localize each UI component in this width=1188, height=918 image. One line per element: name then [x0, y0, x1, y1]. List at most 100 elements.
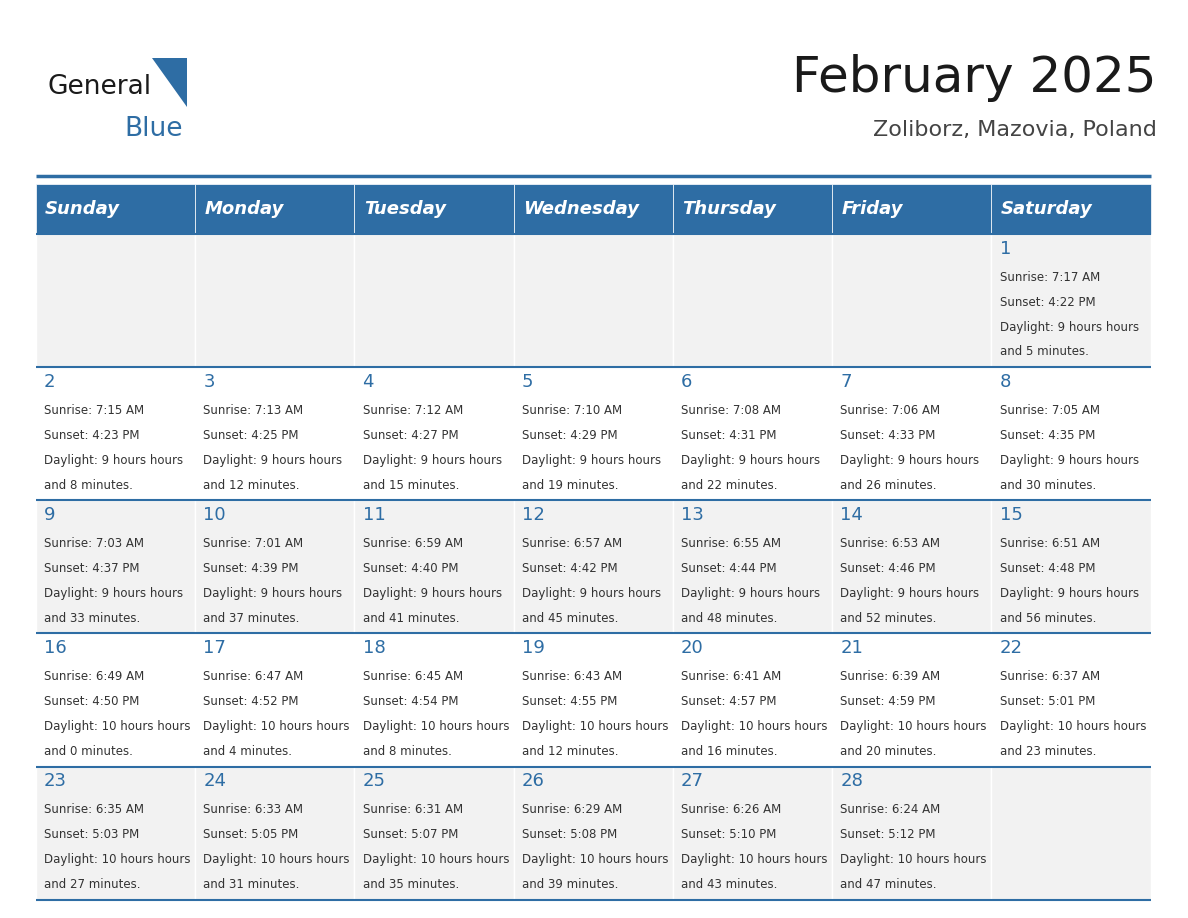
Text: Sunrise: 6:24 AM: Sunrise: 6:24 AM [840, 803, 941, 816]
Text: 28: 28 [840, 772, 864, 790]
Text: and 16 minutes.: and 16 minutes. [681, 744, 778, 758]
Text: 18: 18 [362, 639, 385, 657]
Text: Sunset: 4:42 PM: Sunset: 4:42 PM [522, 562, 618, 575]
Text: and 8 minutes.: and 8 minutes. [362, 744, 451, 758]
Text: Sunset: 5:01 PM: Sunset: 5:01 PM [1000, 695, 1095, 708]
Text: Daylight: 9 hours hours: Daylight: 9 hours hours [1000, 320, 1139, 333]
Bar [672, 633, 832, 767]
Text: Daylight: 9 hours hours: Daylight: 9 hours hours [1000, 453, 1139, 466]
Polygon shape [152, 58, 188, 107]
Text: Daylight: 9 hours hours: Daylight: 9 hours hours [203, 587, 342, 599]
Bar [992, 500, 1151, 633]
Text: General: General [48, 74, 152, 100]
Text: Sunset: 4:48 PM: Sunset: 4:48 PM [1000, 562, 1095, 575]
Text: and 31 minutes.: and 31 minutes. [203, 878, 299, 891]
Text: Daylight: 9 hours hours: Daylight: 9 hours hours [44, 453, 183, 466]
Text: Daylight: 9 hours hours: Daylight: 9 hours hours [362, 453, 501, 466]
Bar [354, 184, 513, 234]
Text: Sunset: 4:27 PM: Sunset: 4:27 PM [362, 429, 459, 442]
Text: Friday: Friday [841, 200, 903, 218]
Text: 17: 17 [203, 639, 226, 657]
Text: 3: 3 [203, 373, 215, 391]
Text: 1: 1 [1000, 240, 1011, 258]
Text: Daylight: 10 hours hours: Daylight: 10 hours hours [681, 720, 828, 733]
Text: 19: 19 [522, 639, 544, 657]
Bar [195, 367, 354, 500]
Text: Zoliborz, Mazovia, Poland: Zoliborz, Mazovia, Poland [873, 120, 1157, 140]
Bar [832, 767, 992, 900]
Text: Sunrise: 7:08 AM: Sunrise: 7:08 AM [681, 404, 782, 417]
Text: Sunrise: 7:06 AM: Sunrise: 7:06 AM [840, 404, 941, 417]
Bar [992, 367, 1151, 500]
Text: Sunset: 4:50 PM: Sunset: 4:50 PM [44, 695, 139, 708]
Text: and 56 minutes.: and 56 minutes. [1000, 611, 1097, 625]
Text: and 23 minutes.: and 23 minutes. [1000, 744, 1097, 758]
Bar [513, 500, 672, 633]
Text: Daylight: 9 hours hours: Daylight: 9 hours hours [44, 587, 183, 599]
Text: Sunset: 5:12 PM: Sunset: 5:12 PM [840, 828, 936, 841]
Text: 13: 13 [681, 506, 704, 524]
Text: Sunset: 4:59 PM: Sunset: 4:59 PM [840, 695, 936, 708]
Text: Daylight: 10 hours hours: Daylight: 10 hours hours [203, 720, 349, 733]
Bar [36, 234, 195, 367]
Text: and 4 minutes.: and 4 minutes. [203, 744, 292, 758]
Text: 15: 15 [1000, 506, 1023, 524]
Text: and 19 minutes.: and 19 minutes. [522, 478, 618, 492]
Text: February 2025: February 2025 [792, 54, 1157, 102]
Text: Sunrise: 7:01 AM: Sunrise: 7:01 AM [203, 537, 303, 550]
Bar [513, 633, 672, 767]
Text: and 35 minutes.: and 35 minutes. [362, 878, 459, 891]
Bar [354, 767, 513, 900]
Bar [513, 367, 672, 500]
Bar [672, 367, 832, 500]
Bar [672, 184, 832, 234]
Text: Sunset: 4:22 PM: Sunset: 4:22 PM [1000, 296, 1095, 308]
Text: Sunset: 4:35 PM: Sunset: 4:35 PM [1000, 429, 1095, 442]
Text: 23: 23 [44, 772, 67, 790]
Text: Daylight: 9 hours hours: Daylight: 9 hours hours [681, 587, 820, 599]
Text: Daylight: 10 hours hours: Daylight: 10 hours hours [840, 853, 987, 866]
Text: Sunset: 4:40 PM: Sunset: 4:40 PM [362, 562, 459, 575]
Text: Sunset: 4:57 PM: Sunset: 4:57 PM [681, 695, 777, 708]
Bar [832, 367, 992, 500]
Bar [513, 184, 672, 234]
Bar [832, 500, 992, 633]
Text: 22: 22 [1000, 639, 1023, 657]
Text: Daylight: 10 hours hours: Daylight: 10 hours hours [1000, 720, 1146, 733]
Text: Daylight: 10 hours hours: Daylight: 10 hours hours [362, 853, 508, 866]
Text: Sunset: 4:25 PM: Sunset: 4:25 PM [203, 429, 298, 442]
Text: Blue: Blue [125, 116, 183, 141]
Text: Sunrise: 6:45 AM: Sunrise: 6:45 AM [362, 670, 462, 683]
Text: Sunset: 5:05 PM: Sunset: 5:05 PM [203, 828, 298, 841]
Text: Sunset: 5:10 PM: Sunset: 5:10 PM [681, 828, 777, 841]
Text: 9: 9 [44, 506, 56, 524]
Text: Sunset: 4:46 PM: Sunset: 4:46 PM [840, 562, 936, 575]
Text: Sunset: 5:07 PM: Sunset: 5:07 PM [362, 828, 457, 841]
Bar [195, 633, 354, 767]
Text: Sunset: 4:39 PM: Sunset: 4:39 PM [203, 562, 298, 575]
Text: Sunrise: 6:53 AM: Sunrise: 6:53 AM [840, 537, 941, 550]
Text: Daylight: 9 hours hours: Daylight: 9 hours hours [840, 453, 980, 466]
Text: Sunset: 4:33 PM: Sunset: 4:33 PM [840, 429, 936, 442]
Text: Sunset: 4:31 PM: Sunset: 4:31 PM [681, 429, 777, 442]
Text: and 12 minutes.: and 12 minutes. [522, 744, 618, 758]
Text: 21: 21 [840, 639, 864, 657]
Text: and 48 minutes.: and 48 minutes. [681, 611, 777, 625]
Text: Sunrise: 7:15 AM: Sunrise: 7:15 AM [44, 404, 144, 417]
Text: Monday: Monday [204, 200, 284, 218]
Bar [832, 234, 992, 367]
Text: Daylight: 10 hours hours: Daylight: 10 hours hours [840, 720, 987, 733]
Text: and 43 minutes.: and 43 minutes. [681, 878, 777, 891]
Text: 26: 26 [522, 772, 544, 790]
Text: and 45 minutes.: and 45 minutes. [522, 611, 618, 625]
Bar [513, 234, 672, 367]
Text: 16: 16 [44, 639, 67, 657]
Text: Sunrise: 6:33 AM: Sunrise: 6:33 AM [203, 803, 303, 816]
Text: Sunrise: 6:43 AM: Sunrise: 6:43 AM [522, 670, 623, 683]
Text: Sunrise: 6:41 AM: Sunrise: 6:41 AM [681, 670, 782, 683]
Text: Sunset: 4:55 PM: Sunset: 4:55 PM [522, 695, 618, 708]
Text: Daylight: 9 hours hours: Daylight: 9 hours hours [203, 453, 342, 466]
Text: and 30 minutes.: and 30 minutes. [1000, 478, 1097, 492]
Text: 8: 8 [1000, 373, 1011, 391]
Text: Daylight: 10 hours hours: Daylight: 10 hours hours [362, 720, 508, 733]
